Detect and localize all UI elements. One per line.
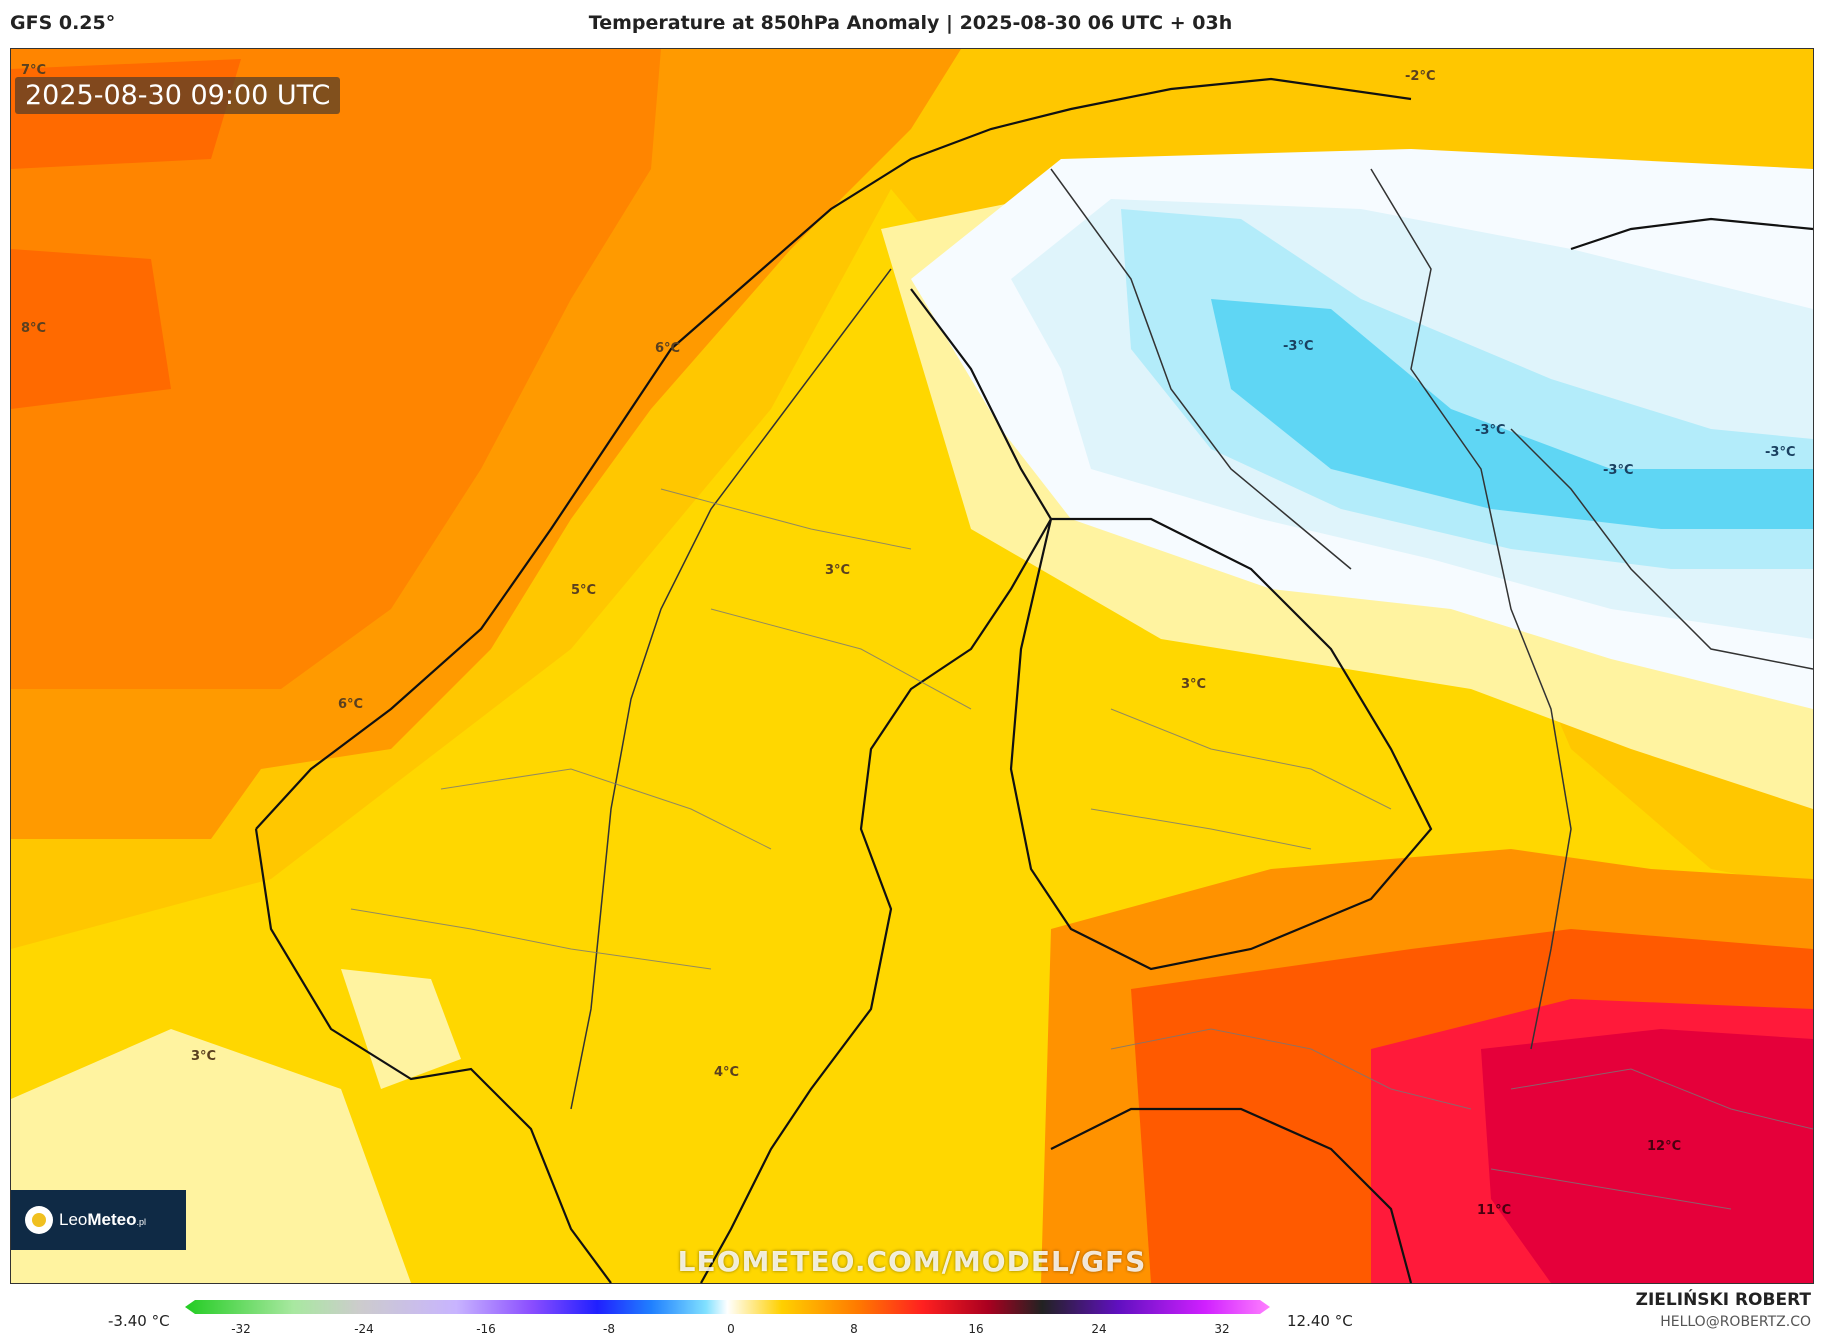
colorbar-tick: 32 (1214, 1322, 1230, 1336)
colorbar-tick: 16 (968, 1322, 984, 1336)
scale-max-label: 12.40 °C (1287, 1312, 1353, 1330)
colorbar-tick: -16 (476, 1322, 496, 1336)
borders (570, 168, 1813, 1110)
field-cyan-deep (1211, 299, 1813, 529)
contour-label: -3°C (1283, 339, 1314, 354)
contour-label: 5°C (571, 583, 597, 598)
sun-icon (25, 1206, 53, 1234)
model-label: GFS 0.25° (10, 12, 116, 34)
coastlines (254, 77, 1813, 1283)
contour-label: 7°C (21, 63, 47, 78)
contour-label: 6°C (338, 697, 364, 712)
contour-label: -3°C (1765, 445, 1796, 460)
contour-label: 3°C (1181, 677, 1207, 692)
contour-label: 12°C (1647, 1139, 1682, 1154)
contour-label: -2°C (1405, 69, 1436, 84)
colorbar-tick: 8 (850, 1322, 858, 1336)
colorbar (185, 1300, 1270, 1314)
regional-borders (350, 488, 1813, 1210)
contour-label: 3°C (191, 1049, 217, 1064)
logo-text: LeoMeteo.pl (59, 1210, 147, 1229)
contour-label: -3°C (1603, 463, 1634, 478)
anomaly-field (11, 49, 1813, 1283)
contour-label: 8°C (21, 321, 47, 336)
field-west-deep (11, 49, 661, 689)
field-west-deeper (11, 59, 241, 409)
timestamp-badge: 2025-08-30 09:00 UTC (15, 77, 341, 114)
contour-label: 3°C (825, 563, 851, 578)
field-se-deep (1481, 1029, 1813, 1283)
colorbar-tick: 24 (1091, 1322, 1107, 1336)
colorbar-tick: -24 (354, 1322, 374, 1336)
site-watermark: LEOMETEO.COM/MODEL/GFS (677, 1245, 1147, 1278)
author-email[interactable]: HELLO@ROBERTZ.CO (1660, 1314, 1811, 1330)
scale-min-label: -3.40 °C (108, 1312, 170, 1330)
contour-label: 11°C (1477, 1203, 1512, 1218)
contour-label: 4°C (714, 1065, 740, 1080)
colorbar-tick: -8 (603, 1322, 615, 1336)
contour-label: 6°C (655, 341, 681, 356)
map-title: Temperature at 850hPa Anomaly | 2025-08-… (588, 12, 1233, 34)
map-frame[interactable]: 2025-08-30 09:00 UTC 7°C 8°C 6°C 3°C 5°C… (10, 48, 1814, 1284)
author-credit: ZIELIŃSKI ROBERT (1635, 1290, 1811, 1310)
colorbar-tick: -32 (231, 1322, 251, 1336)
colorbar-tick: 0 (727, 1322, 735, 1336)
contour-label: -3°C (1475, 423, 1506, 438)
leometeo-logo[interactable]: LeoMeteo.pl (11, 1190, 186, 1250)
